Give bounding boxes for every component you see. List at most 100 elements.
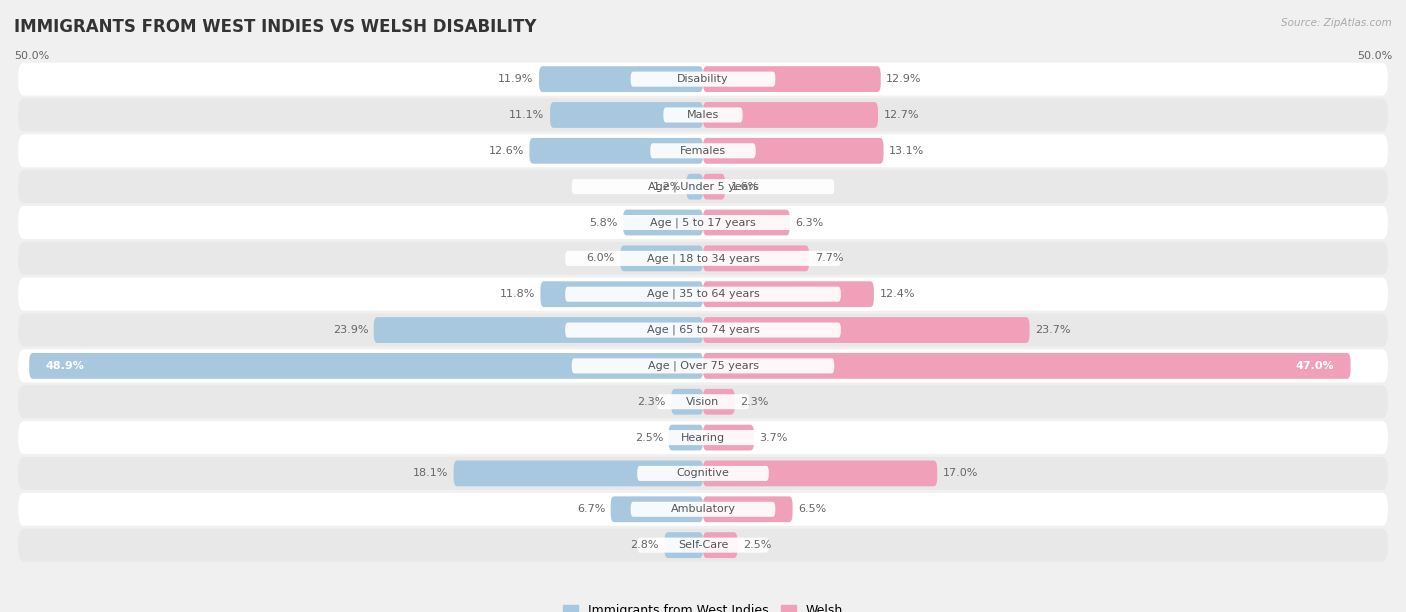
FancyBboxPatch shape: [703, 245, 808, 271]
FancyBboxPatch shape: [703, 460, 938, 487]
Text: Self-Care: Self-Care: [678, 540, 728, 550]
FancyBboxPatch shape: [18, 278, 1388, 311]
Text: 13.1%: 13.1%: [889, 146, 924, 156]
Text: Age | Over 75 years: Age | Over 75 years: [648, 360, 758, 371]
FancyBboxPatch shape: [540, 282, 703, 307]
Text: Vision: Vision: [686, 397, 720, 407]
FancyBboxPatch shape: [637, 466, 769, 481]
Text: 6.7%: 6.7%: [576, 504, 605, 514]
Text: 3.7%: 3.7%: [759, 433, 787, 442]
Text: Ambulatory: Ambulatory: [671, 504, 735, 514]
FancyBboxPatch shape: [703, 496, 793, 522]
FancyBboxPatch shape: [703, 353, 1351, 379]
Text: 50.0%: 50.0%: [14, 51, 49, 61]
FancyBboxPatch shape: [631, 502, 775, 517]
FancyBboxPatch shape: [703, 317, 1029, 343]
Text: Age | 65 to 74 years: Age | 65 to 74 years: [647, 325, 759, 335]
Text: 12.4%: 12.4%: [879, 289, 915, 299]
FancyBboxPatch shape: [18, 242, 1388, 275]
FancyBboxPatch shape: [572, 215, 834, 230]
FancyBboxPatch shape: [703, 389, 735, 415]
FancyBboxPatch shape: [657, 394, 749, 409]
Text: Females: Females: [681, 146, 725, 156]
FancyBboxPatch shape: [651, 143, 755, 159]
Text: 2.3%: 2.3%: [740, 397, 769, 407]
FancyBboxPatch shape: [623, 209, 703, 236]
Text: Source: ZipAtlas.com: Source: ZipAtlas.com: [1281, 18, 1392, 28]
FancyBboxPatch shape: [565, 323, 841, 338]
FancyBboxPatch shape: [454, 460, 703, 487]
FancyBboxPatch shape: [30, 353, 703, 379]
Text: 2.3%: 2.3%: [637, 397, 666, 407]
Text: 50.0%: 50.0%: [1357, 51, 1392, 61]
FancyBboxPatch shape: [665, 532, 703, 558]
Text: 2.5%: 2.5%: [742, 540, 772, 550]
FancyBboxPatch shape: [18, 421, 1388, 454]
FancyBboxPatch shape: [631, 72, 775, 87]
FancyBboxPatch shape: [538, 66, 703, 92]
FancyBboxPatch shape: [18, 457, 1388, 490]
Text: 47.0%: 47.0%: [1295, 361, 1334, 371]
Text: 23.9%: 23.9%: [333, 325, 368, 335]
FancyBboxPatch shape: [703, 425, 754, 450]
FancyBboxPatch shape: [610, 496, 703, 522]
Text: 6.0%: 6.0%: [586, 253, 614, 263]
Text: Age | 35 to 64 years: Age | 35 to 64 years: [647, 289, 759, 299]
FancyBboxPatch shape: [703, 102, 877, 128]
Text: Disability: Disability: [678, 74, 728, 84]
FancyBboxPatch shape: [18, 349, 1388, 382]
FancyBboxPatch shape: [18, 206, 1388, 239]
FancyBboxPatch shape: [18, 134, 1388, 167]
Text: Age | 5 to 17 years: Age | 5 to 17 years: [650, 217, 756, 228]
Text: 11.1%: 11.1%: [509, 110, 544, 120]
FancyBboxPatch shape: [374, 317, 703, 343]
FancyBboxPatch shape: [565, 286, 841, 302]
FancyBboxPatch shape: [550, 102, 703, 128]
Text: 11.8%: 11.8%: [499, 289, 534, 299]
Text: 1.2%: 1.2%: [652, 182, 681, 192]
Text: Hearing: Hearing: [681, 433, 725, 442]
FancyBboxPatch shape: [565, 251, 841, 266]
Text: 5.8%: 5.8%: [589, 217, 617, 228]
Text: 2.5%: 2.5%: [634, 433, 664, 442]
FancyBboxPatch shape: [530, 138, 703, 164]
Text: 12.9%: 12.9%: [886, 74, 922, 84]
Text: Age | Under 5 years: Age | Under 5 years: [648, 181, 758, 192]
Text: 11.9%: 11.9%: [498, 74, 533, 84]
Text: 6.5%: 6.5%: [799, 504, 827, 514]
Text: 7.7%: 7.7%: [814, 253, 844, 263]
FancyBboxPatch shape: [18, 62, 1388, 95]
Text: 17.0%: 17.0%: [943, 468, 979, 479]
Text: Cognitive: Cognitive: [676, 468, 730, 479]
FancyBboxPatch shape: [664, 108, 742, 122]
FancyBboxPatch shape: [703, 282, 875, 307]
FancyBboxPatch shape: [671, 389, 703, 415]
FancyBboxPatch shape: [686, 174, 703, 200]
FancyBboxPatch shape: [703, 138, 883, 164]
FancyBboxPatch shape: [18, 313, 1388, 346]
FancyBboxPatch shape: [637, 537, 769, 553]
FancyBboxPatch shape: [572, 359, 834, 373]
Text: 2.8%: 2.8%: [630, 540, 659, 550]
Text: Age | 18 to 34 years: Age | 18 to 34 years: [647, 253, 759, 264]
FancyBboxPatch shape: [703, 174, 725, 200]
Text: 12.7%: 12.7%: [883, 110, 920, 120]
FancyBboxPatch shape: [651, 430, 755, 445]
Text: 48.9%: 48.9%: [46, 361, 84, 371]
FancyBboxPatch shape: [703, 66, 880, 92]
FancyBboxPatch shape: [572, 179, 834, 194]
Text: 12.6%: 12.6%: [488, 146, 524, 156]
Text: 18.1%: 18.1%: [413, 468, 449, 479]
FancyBboxPatch shape: [18, 385, 1388, 418]
FancyBboxPatch shape: [703, 209, 790, 236]
FancyBboxPatch shape: [18, 99, 1388, 132]
Text: IMMIGRANTS FROM WEST INDIES VS WELSH DISABILITY: IMMIGRANTS FROM WEST INDIES VS WELSH DIS…: [14, 18, 537, 36]
FancyBboxPatch shape: [703, 532, 738, 558]
FancyBboxPatch shape: [18, 170, 1388, 203]
Legend: Immigrants from West Indies, Welsh: Immigrants from West Indies, Welsh: [562, 604, 844, 612]
Text: 23.7%: 23.7%: [1035, 325, 1070, 335]
FancyBboxPatch shape: [18, 493, 1388, 526]
Text: 1.6%: 1.6%: [731, 182, 759, 192]
FancyBboxPatch shape: [18, 529, 1388, 562]
Text: Males: Males: [688, 110, 718, 120]
